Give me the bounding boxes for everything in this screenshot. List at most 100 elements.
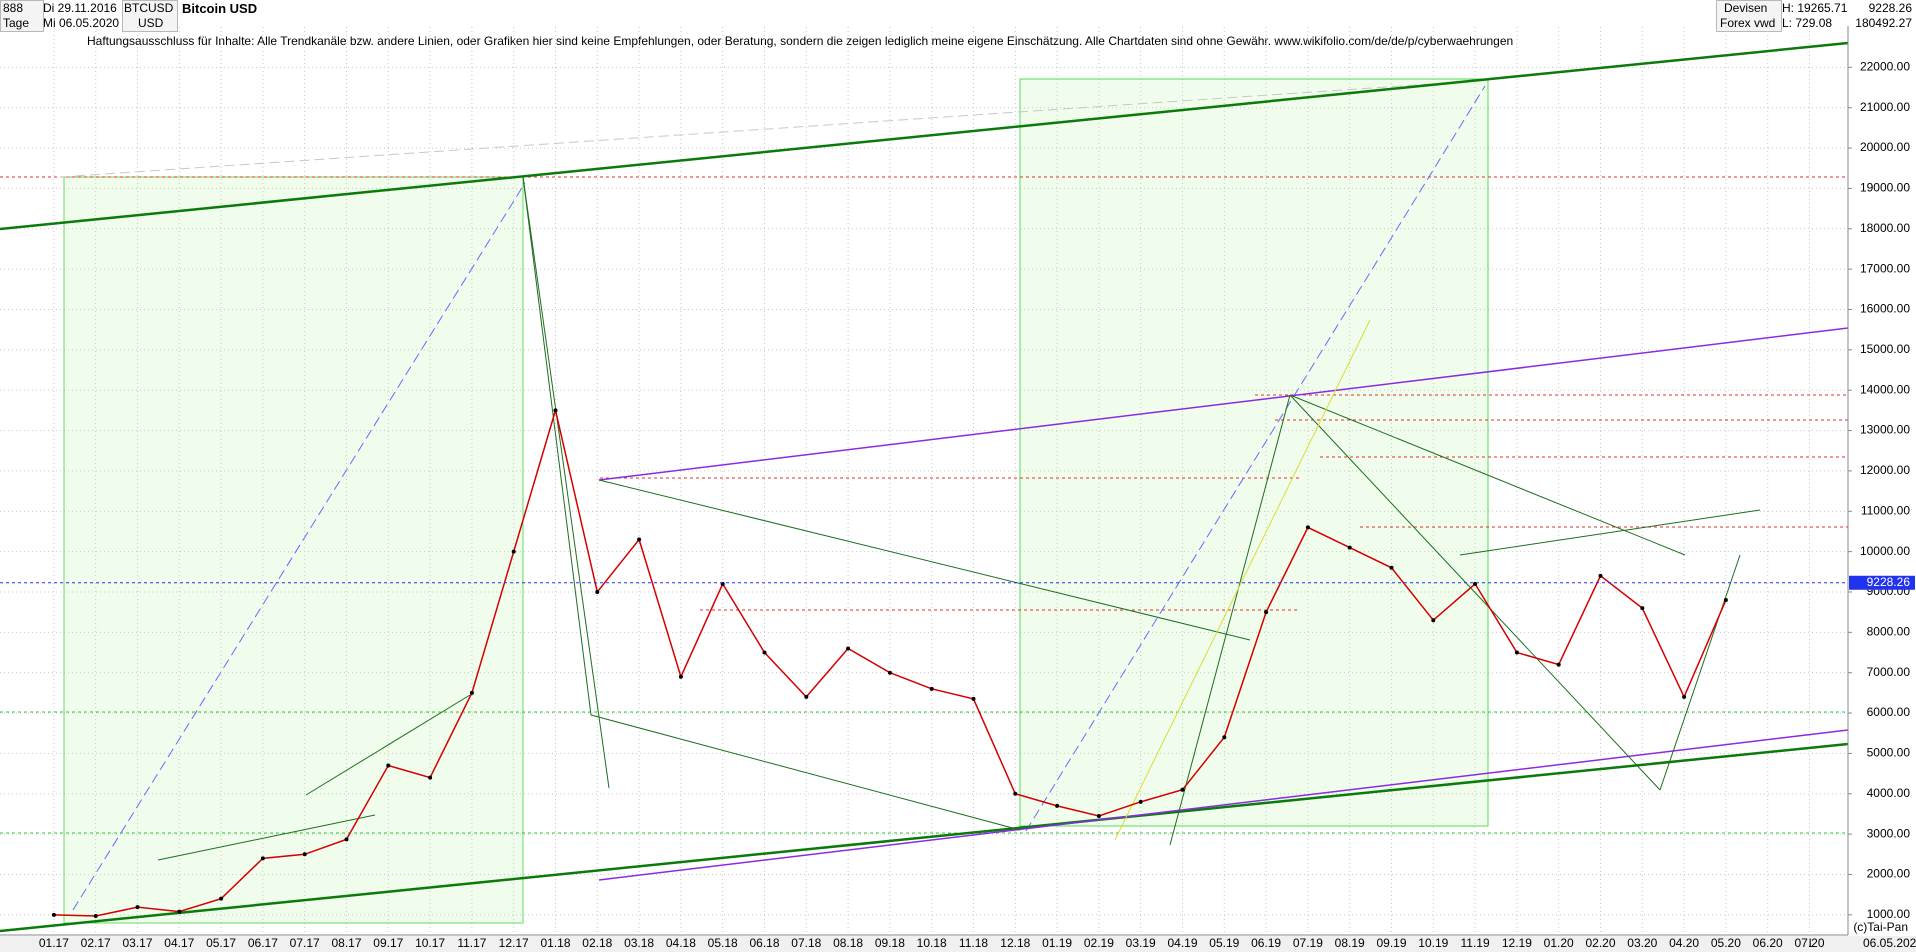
price-point [1723,598,1728,603]
x-tick-label: 03.18 [624,936,654,950]
x-tick-label: 10.19 [1418,936,1448,950]
price-point [428,775,433,780]
period-select[interactable]: Tage [3,16,30,30]
x-tick-label: 03.20 [1627,936,1657,950]
x-tick-label: 12.19 [1502,936,1532,950]
copyright: (c)Tai-Pan [1853,920,1908,934]
trend-line [305,694,471,796]
trend-line [157,814,376,861]
trend-line [1659,554,1741,791]
price-point [1305,525,1310,530]
price-point [887,670,892,675]
x-tick-label: 07.18 [791,936,821,950]
x-tick-label: 05.17 [206,936,236,950]
price-point [762,650,767,655]
x-tick-label: 02.17 [81,936,111,950]
price-point [595,589,600,594]
end-date: Mi 06.05.2020 [43,16,120,30]
x-tick-label: 08.17 [331,936,361,950]
low: L: 729.08 [1782,16,1833,30]
channel-line [0,41,1849,231]
x-tick-label: 09.18 [875,936,905,950]
last-date: 06.05.2020 [1863,936,1916,950]
x-tick-label: 03.19 [1126,936,1156,950]
x-tick-label: 06.17 [248,936,278,950]
y-tick-label: 22000.00 [1860,60,1910,74]
x-tick-label: 01.20 [1544,936,1574,950]
y-tick-label: 5000.00 [1867,746,1911,760]
x-tick-label: 07.17 [290,936,320,950]
price-point [678,674,683,679]
x-tick-label: 04.17 [164,936,194,950]
price-point [1640,606,1645,611]
x-tick-label: 06.18 [749,936,779,950]
price-point [1055,803,1060,808]
price-point [1514,650,1519,655]
price-point [1013,791,1018,796]
header-cell [122,0,178,32]
market: Devisen [1724,1,1768,15]
x-tick-label: 05.20 [1711,936,1741,950]
disclaimer: Haftungsausschluss für Inhalte: Alle Tre… [87,34,1514,48]
price-point [1556,662,1561,667]
scale-mode[interactable]: L [1809,936,1816,950]
x-tick-label: 07.20 [1794,936,1824,950]
x-tick-label: 08.18 [833,936,863,950]
price-point [971,696,976,701]
trend-line [598,479,1251,641]
y-tick-label: 17000.00 [1860,261,1910,275]
y-tick-label: 21000.00 [1860,100,1910,114]
y-tick-label: 8000.00 [1867,625,1911,639]
last-price-box [1849,575,1915,590]
x-tick-label: 04.19 [1167,936,1197,950]
x-tick-label: 01.17 [39,936,69,950]
price-point [804,694,809,699]
x-tick-label: 09.19 [1376,936,1406,950]
currency: USD [138,16,164,30]
last-price: 9228.26 [1868,1,1912,15]
x-tick-label: 01.18 [540,936,570,950]
x-tick-label: 11.19 [1461,936,1490,950]
trend-line [522,176,592,716]
symbol: BTCUSD [124,1,174,15]
x-tick-label: 05.19 [1209,936,1239,950]
x-tick-label: 05.18 [708,936,738,950]
channel-line [598,327,1849,481]
price-point [511,549,516,554]
high: H: 19265.71 [1782,1,1848,15]
x-tick-label: 02.20 [1585,936,1615,950]
y-tick-label: 15000.00 [1860,342,1910,356]
price-point [469,690,474,695]
x-axis-band [0,936,1916,952]
trend-line [590,714,1021,831]
x-tick-label: 10.18 [917,936,947,950]
price-point [1598,573,1603,578]
price-point [344,837,349,842]
highlight-box [63,176,524,924]
x-tick-label: 08.19 [1335,936,1365,950]
price-point [1180,787,1185,792]
trend-line [1114,319,1371,841]
price-point [1347,545,1352,550]
x-tick-label: 02.18 [582,936,612,950]
volume: 180492.27 [1855,16,1912,30]
trend-line [59,79,1491,178]
y-tick-label: 4000.00 [1867,786,1911,800]
count-select[interactable]: 888 [3,1,24,15]
trend-line [522,176,610,789]
trend-line [72,182,526,911]
price-point [135,905,140,910]
chart-title: Bitcoin USD [182,1,258,16]
price-point [1264,610,1269,615]
x-tick-label: 01.19 [1042,936,1072,950]
price-point [260,856,265,861]
trend-line [1169,394,1291,846]
trend-line [1289,394,1686,556]
header-cell [1716,0,1782,32]
price-point [1222,735,1227,740]
y-tick-label: 2000.00 [1867,867,1911,881]
x-tick-label: 06.19 [1251,936,1281,950]
x-tick-label: 06.20 [1753,936,1783,950]
price-point [219,896,224,901]
